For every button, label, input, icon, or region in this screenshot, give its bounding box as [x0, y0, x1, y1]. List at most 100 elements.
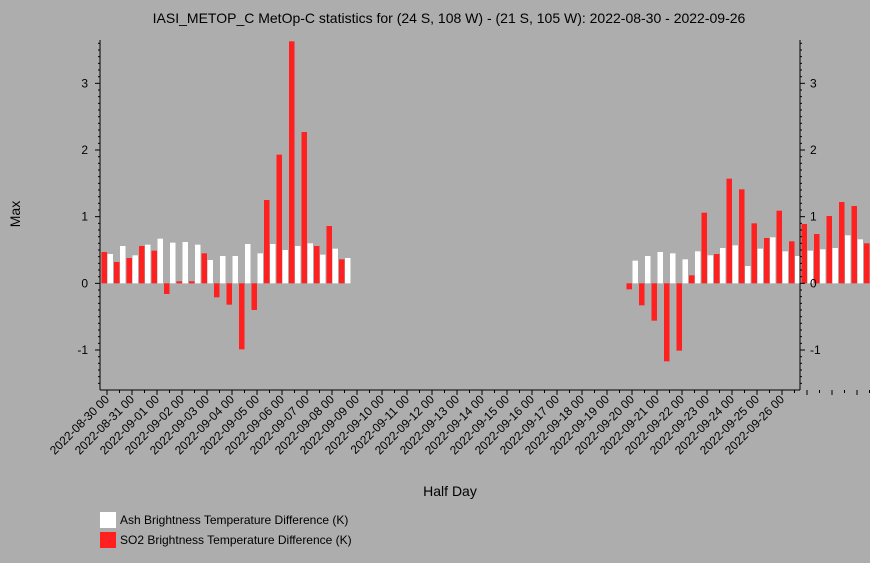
legend-label-ash: Ash Brightness Temperature Difference (K…	[120, 513, 348, 527]
so2-bar	[701, 212, 707, 284]
so2-bar	[714, 254, 720, 284]
so2-bar	[814, 234, 820, 284]
ash-bar	[132, 255, 138, 284]
y-tick-label-left: -1	[77, 343, 88, 357]
so2-bar	[139, 246, 145, 284]
legend-label-so2: SO2 Brightness Temperature Difference (K…	[120, 533, 352, 547]
ash-bar	[207, 260, 213, 284]
so2-bar	[626, 283, 632, 290]
so2-bar	[651, 283, 657, 321]
so2-bar	[664, 283, 670, 362]
so2-bar	[339, 259, 345, 284]
so2-bar	[801, 224, 807, 284]
ash-bar	[770, 237, 776, 284]
so2-bar	[864, 243, 870, 284]
ash-bar	[795, 256, 801, 284]
chart-title: IASI_METOP_C MetOp-C statistics for (24 …	[153, 10, 746, 26]
y-tick-label-right: 0	[810, 276, 817, 290]
ash-bar	[170, 242, 176, 284]
so2-bar	[739, 189, 745, 284]
so2-bar	[189, 281, 195, 284]
ash-bar	[157, 238, 163, 284]
so2-bar	[776, 210, 782, 284]
legend: Ash Brightness Temperature Difference (K…	[100, 512, 352, 548]
ash-bar	[757, 248, 763, 284]
ash-bar	[232, 256, 238, 284]
ash-bar	[695, 251, 701, 284]
so2-bar	[164, 283, 170, 294]
ash-bar	[182, 242, 188, 284]
y-axis-label: Max	[7, 201, 23, 227]
so2-bar	[764, 238, 770, 284]
so2-bar	[214, 283, 220, 298]
ash-bar	[120, 246, 126, 284]
so2-bar	[226, 283, 232, 305]
y-tick-label-right: 2	[810, 143, 817, 157]
legend-swatch-so2	[100, 532, 116, 548]
so2-bar	[114, 262, 120, 284]
so2-bar	[176, 281, 182, 284]
ash-bar	[245, 244, 251, 284]
ash-bar	[820, 249, 826, 284]
so2-bar	[639, 283, 645, 306]
ash-bar	[732, 245, 738, 284]
so2-bar	[289, 41, 295, 284]
ash-bar	[282, 250, 288, 284]
x-axis-label: Half Day	[423, 483, 477, 499]
ash-bar	[782, 251, 788, 284]
so2-bar	[314, 246, 320, 284]
y-tick-label-left: 1	[81, 210, 88, 224]
ash-bar	[645, 256, 651, 284]
so2-bar	[826, 216, 832, 284]
y-tick-label-left: 2	[81, 143, 88, 157]
y-tick-label-left: 0	[81, 276, 88, 290]
ash-bar	[195, 244, 201, 284]
so2-bar	[839, 202, 845, 284]
ash-bar	[632, 260, 638, 284]
legend-swatch-ash	[100, 512, 116, 528]
so2-bar	[326, 226, 332, 284]
ash-bar	[745, 266, 751, 284]
so2-bar	[851, 206, 857, 284]
ash-bar	[832, 248, 838, 284]
so2-bar	[201, 253, 207, 284]
so2-bar	[251, 283, 257, 310]
ash-bar	[320, 254, 326, 284]
ash-bar	[145, 244, 151, 284]
so2-bar	[101, 252, 107, 284]
ash-bar	[295, 246, 301, 284]
so2-bar	[301, 132, 307, 284]
y-tick-label-left: 3	[81, 76, 88, 90]
so2-bar	[726, 178, 732, 284]
ash-bar	[332, 248, 338, 284]
ash-bar	[657, 252, 663, 284]
ash-bar	[720, 248, 726, 284]
so2-bar	[789, 241, 795, 284]
ash-bar	[345, 258, 351, 284]
so2-bar	[276, 154, 282, 284]
y-tick-label-right: 1	[810, 210, 817, 224]
ash-bar	[107, 254, 113, 284]
so2-bar	[676, 283, 682, 351]
so2-bar	[151, 250, 157, 284]
ash-bar	[270, 244, 276, 284]
so2-bar	[239, 283, 245, 350]
so2-bar	[751, 223, 757, 284]
ash-bar	[682, 259, 688, 284]
ash-bar	[257, 253, 263, 284]
ash-bar	[857, 239, 863, 284]
ash-bar	[220, 256, 226, 284]
y-tick-label-right: 3	[810, 76, 817, 90]
so2-bar	[126, 258, 132, 284]
ash-bar	[670, 253, 676, 284]
bars-group	[101, 41, 870, 362]
ash-bar	[707, 255, 713, 284]
ash-bar	[807, 250, 813, 284]
ash-bar	[845, 235, 851, 284]
ash-bar	[307, 243, 313, 284]
so2-bar	[264, 200, 270, 284]
so2-bar	[689, 275, 695, 284]
y-tick-label-right: -1	[810, 343, 821, 357]
